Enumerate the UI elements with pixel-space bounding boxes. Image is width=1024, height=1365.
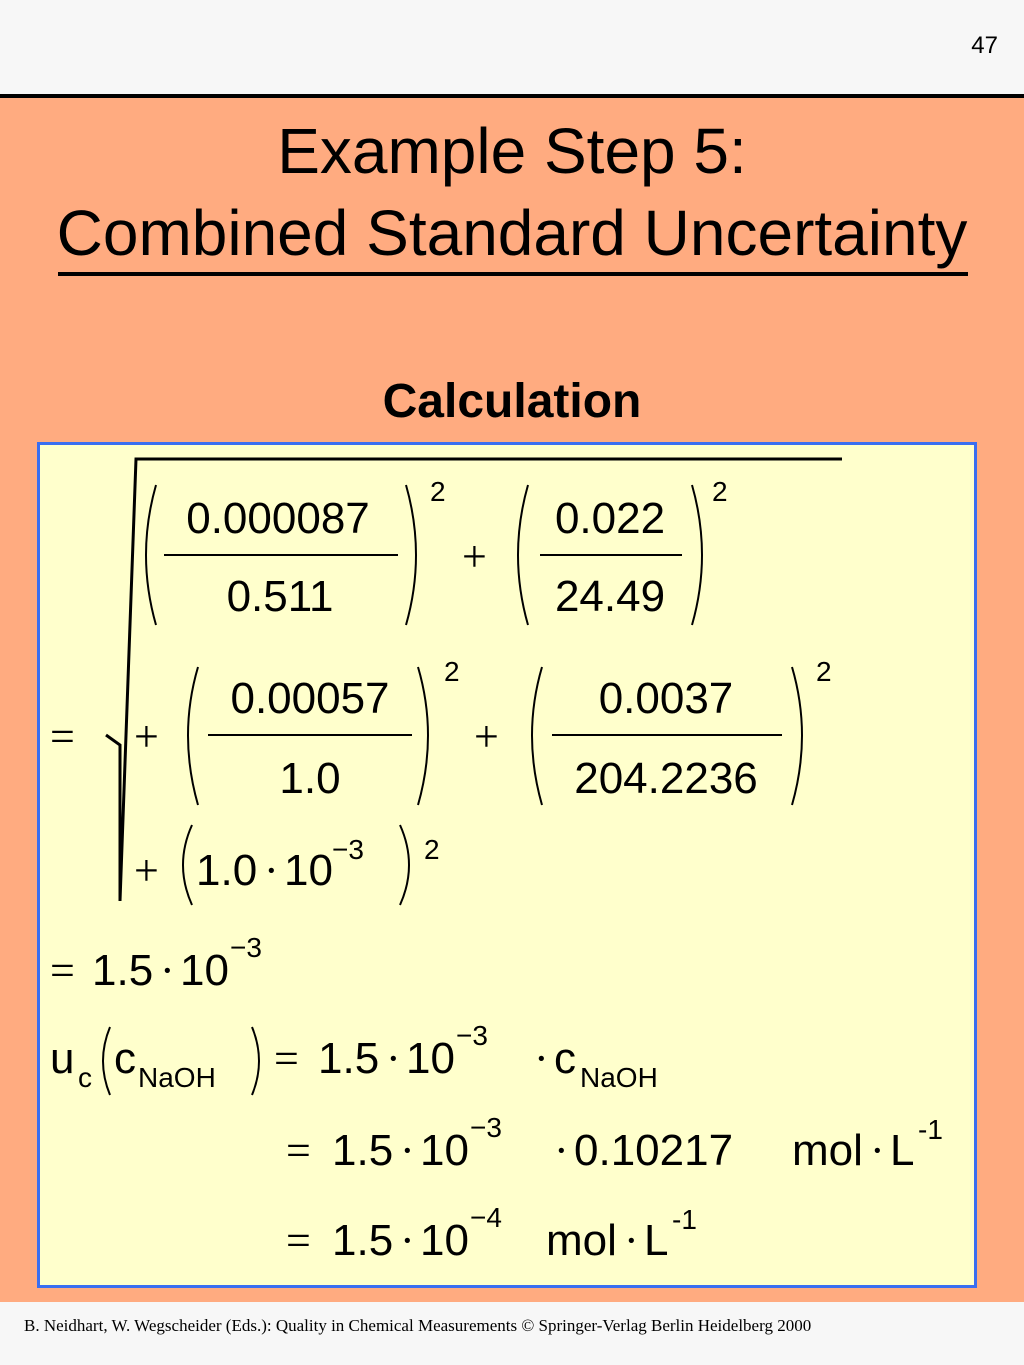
multiply-dot: · [554,1126,569,1175]
uncertainty-subscript: c [78,1062,92,1093]
paren-left [187,666,199,806]
power-of-ten: 10 [420,1216,469,1265]
power-of-ten: 10 [180,946,229,995]
exponent: 2 [424,834,440,865]
title-underline [58,272,968,276]
naoh-concentration-value: 0.10217 [574,1126,733,1175]
fraction-4-numerator: 0.0037 [599,674,734,723]
slide-title-line-1: Example Step 5: [277,115,747,187]
multiply-dot: · [400,1126,415,1175]
paren-left [517,484,529,626]
exponent: 2 [430,476,446,507]
power-of-ten: 10 [420,1126,469,1175]
paren-left [182,824,193,906]
unit-liter: L [890,1126,914,1175]
calculation-heading: Calculation [382,375,642,428]
exponent: −4 [470,1202,502,1233]
naoh-subscript: NaOH [580,1062,658,1093]
page-number: 47 [971,32,998,59]
plus-sign: + [474,712,499,761]
multiply-dot: · [624,1216,639,1265]
exponent: 2 [444,656,460,687]
paren-left [102,1026,111,1096]
unit-exponent: -1 [918,1114,943,1145]
multiply-dot: · [534,1034,549,1083]
power-of-ten: 10 [284,846,333,895]
equals-sign: = [50,712,75,761]
fraction-1-numerator: 0.000087 [186,494,370,543]
square-root-sign [105,457,842,902]
term-5-base: 1.0 [196,846,257,895]
naoh-subscript: NaOH [138,1062,216,1093]
exponent: −3 [230,932,262,963]
uncertainty-equation: 0.000087 0.511 2 + 0.022 24.49 2 = + 0.0… [50,457,943,1265]
footer-citation: B. Neidhart, W. Wegscheider (Eds.): Qual… [24,1316,812,1335]
paren-right [691,484,703,626]
multiply-dot: · [264,846,279,895]
multiply-dot: · [386,1034,401,1083]
concentration-symbol: c [114,1034,136,1083]
paren-right [405,484,417,626]
power-of-ten: 10 [406,1034,455,1083]
result-coefficient: 1.5 [318,1034,379,1083]
fraction-2-denominator: 24.49 [555,572,665,621]
plus-sign: + [134,712,159,761]
final-result-coefficient: 1.5 [332,1216,393,1265]
exponent: 2 [816,656,832,687]
unit-mol: mol [546,1216,617,1265]
plus-sign: + [462,532,487,581]
equals-sign: = [50,946,75,995]
exponent: −3 [332,834,364,865]
slide-title-line-2: Combined Standard Uncertainty [56,197,968,269]
fraction-3-numerator: 0.00057 [230,674,389,723]
unit-exponent: -1 [672,1204,697,1235]
relative-result-coefficient: 1.5 [92,946,153,995]
fraction-3-denominator: 1.0 [279,754,340,803]
unit-mol: mol [792,1126,863,1175]
slide: Example Step 5: Combined Standard Uncert… [0,94,1024,1302]
paren-right [399,824,410,906]
unit-liter: L [644,1216,668,1265]
fraction-4-denominator: 204.2236 [574,754,758,803]
paren-right [251,1026,260,1096]
uncertainty-symbol: u [50,1034,74,1083]
paren-right [417,666,429,806]
equals-sign: = [274,1034,299,1083]
multiply-dot: · [160,946,175,995]
plus-sign: + [134,846,159,895]
fraction-2-numerator: 0.022 [555,494,665,543]
exponent: −3 [456,1020,488,1051]
equals-sign: = [286,1216,311,1265]
exponent: −3 [470,1112,502,1143]
result-coefficient: 1.5 [332,1126,393,1175]
exponent: 2 [712,476,728,507]
paren-right [791,666,803,806]
fraction-1-denominator: 0.511 [227,572,334,621]
multiply-dot: · [870,1126,885,1175]
paren-left [145,484,157,626]
calculation-box: 0.000087 0.511 2 + 0.022 24.49 2 = + 0.0… [37,442,977,1288]
multiply-dot: · [400,1216,415,1265]
concentration-symbol: c [554,1034,576,1083]
equals-sign: = [286,1126,311,1175]
paren-left [531,666,543,806]
